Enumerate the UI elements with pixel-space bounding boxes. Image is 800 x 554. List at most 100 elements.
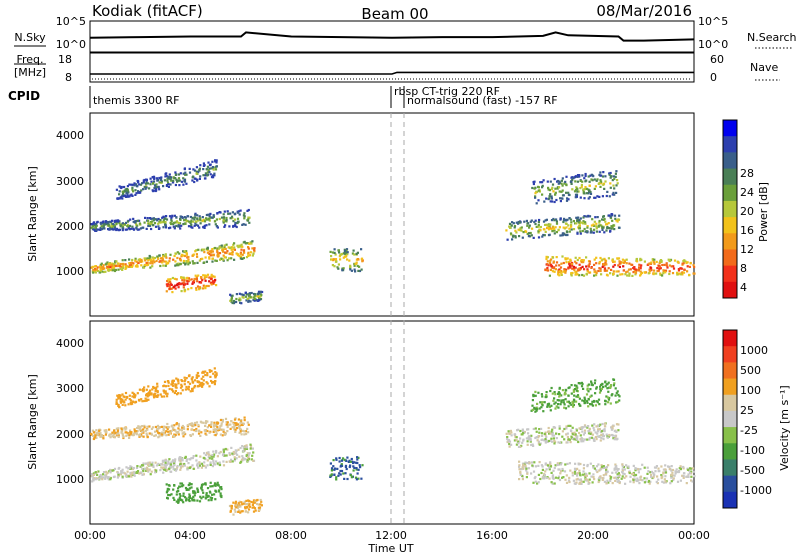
- velocity-cell: [119, 400, 122, 403]
- velocity-panel: Slant Range [km] 4000 3000 2000 1000 Vel…: [26, 320, 791, 525]
- velocity-cell: [237, 510, 240, 513]
- power-cell: [537, 199, 540, 202]
- power-colorbar-segment: [723, 200, 737, 218]
- noise-series-line: [89, 31, 695, 42]
- velocity-cell: [602, 466, 605, 470]
- power-cell: [589, 190, 592, 194]
- velocity-cell: [558, 427, 561, 430]
- velocity-cell: [578, 482, 581, 485]
- velocity-cell: [190, 428, 194, 431]
- velocity-cell: [136, 430, 139, 433]
- power-cell: [208, 276, 211, 279]
- velocity-cell: [595, 387, 598, 390]
- velocity-cell: [175, 500, 178, 503]
- power-cell: [212, 282, 215, 285]
- velocity-cell: [183, 464, 186, 467]
- velocity-cell: [142, 462, 145, 465]
- power-cell: [153, 222, 157, 225]
- power-cell: [562, 261, 565, 265]
- power-colorbar-segment: [723, 233, 737, 250]
- power-cell: [547, 226, 550, 229]
- power-cell: [150, 260, 153, 263]
- velocity-cell: [234, 428, 237, 431]
- velocity-cell: [183, 427, 186, 430]
- power-cell: [610, 225, 613, 228]
- velocity-cell: [571, 400, 574, 403]
- power-cell: [210, 283, 213, 286]
- power-cell: [148, 224, 151, 227]
- velocity-cell: [233, 459, 236, 462]
- power-cell: [169, 226, 172, 229]
- power-cell: [538, 218, 541, 222]
- velocity-cell: [242, 422, 245, 425]
- velocity-cell: [607, 381, 610, 384]
- velocity-cell: [195, 427, 198, 431]
- velocity-cell: [124, 391, 128, 395]
- velocity-cell: [349, 460, 352, 463]
- velocity-cell: [547, 439, 550, 443]
- velocity-cell: [649, 480, 652, 483]
- power-cell: [122, 192, 125, 196]
- velocity-cell: [166, 468, 169, 472]
- velocity-cell: [575, 428, 578, 431]
- velocity-cell: [209, 481, 212, 484]
- power-cell: [162, 253, 165, 257]
- velocity-cell: [194, 423, 197, 426]
- velocity-cell: [592, 426, 595, 430]
- velocity-cell: [535, 436, 538, 439]
- power-cell: [534, 195, 537, 198]
- power-cb-tick-16: 16: [740, 224, 754, 237]
- power-cell: [210, 275, 213, 278]
- velocity-cell: [549, 432, 552, 435]
- velocity-cell: [253, 507, 257, 510]
- velocity-cell: [199, 455, 202, 458]
- velocity-cell: [558, 433, 561, 436]
- velocity-cell: [163, 380, 167, 383]
- velocity-cell: [676, 470, 679, 474]
- power-cell: [579, 196, 582, 199]
- velocity-cell: [237, 425, 241, 428]
- power-cell: [593, 196, 596, 199]
- power-cell: [564, 218, 568, 222]
- power-cell: [174, 173, 177, 176]
- power-cell: [357, 258, 360, 261]
- power-cell: [251, 247, 254, 250]
- power-cell: [567, 266, 570, 269]
- power-cell: [530, 234, 533, 237]
- noise-right-tick-bottom: 10^0: [698, 38, 728, 51]
- velocity-cell: [541, 434, 544, 437]
- velocity-cell: [214, 484, 217, 487]
- power-cell: [131, 188, 134, 191]
- velocity-cell: [586, 387, 589, 390]
- velocity-cell: [545, 435, 548, 438]
- power-cell: [202, 162, 205, 165]
- velocity-cell: [569, 429, 573, 432]
- velocity-cell: [191, 389, 194, 393]
- power-cell: [128, 183, 131, 186]
- velocity-cell: [554, 407, 557, 410]
- power-cell: [619, 273, 622, 276]
- velocity-cell: [248, 500, 251, 503]
- power-cell: [150, 227, 153, 231]
- velocity-cell: [188, 382, 192, 385]
- velocity-cell: [173, 462, 176, 465]
- velocity-cell: [555, 432, 558, 435]
- velocity-cell: [583, 399, 586, 403]
- power-cell: [211, 250, 214, 253]
- velocity-cell: [108, 428, 111, 431]
- velocity-cell: [143, 386, 146, 389]
- power-cb-tick-12: 12: [740, 243, 754, 256]
- power-cell: [595, 274, 598, 277]
- power-cell: [170, 216, 173, 219]
- velocity-cell: [209, 463, 212, 466]
- velocity-cell: [589, 388, 592, 391]
- power-cell: [253, 247, 256, 250]
- power-cell: [568, 262, 571, 265]
- power-cell: [250, 242, 253, 245]
- power-cell: [173, 254, 176, 258]
- velocity-cell: [196, 462, 199, 465]
- velocity-cell: [234, 452, 238, 455]
- velocity-cell: [621, 468, 624, 471]
- power-cell: [170, 222, 173, 226]
- power-cell: [676, 273, 679, 276]
